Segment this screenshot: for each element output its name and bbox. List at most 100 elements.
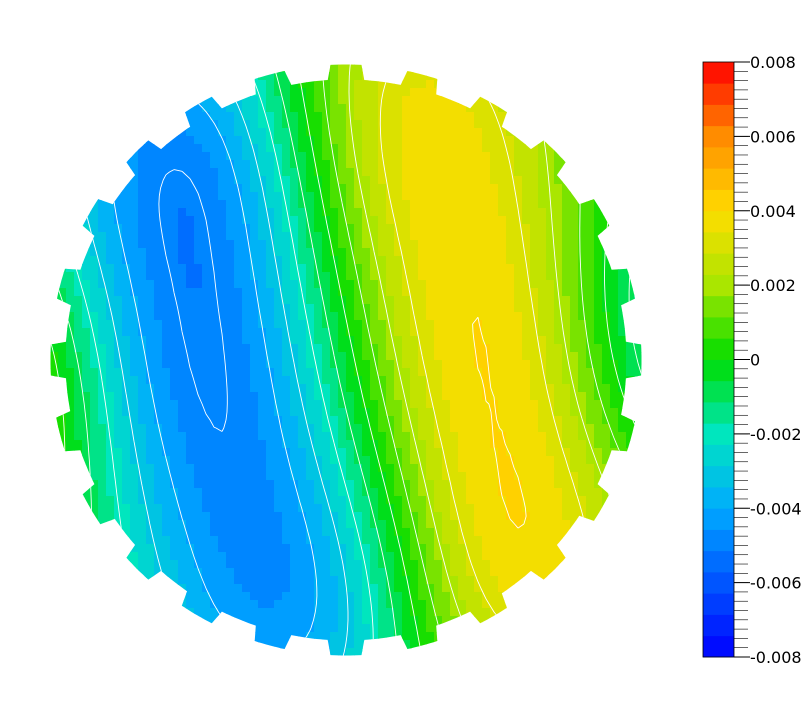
field-cell bbox=[82, 520, 91, 529]
field-cell bbox=[346, 272, 355, 281]
field-cell bbox=[114, 464, 123, 473]
field-cell bbox=[642, 152, 651, 161]
field-cell bbox=[322, 72, 331, 81]
field-cell bbox=[594, 392, 603, 401]
field-cell bbox=[362, 296, 371, 305]
field-cell bbox=[474, 160, 483, 169]
field-cell bbox=[538, 320, 547, 329]
field-cell bbox=[546, 256, 555, 265]
field-cell bbox=[418, 360, 427, 369]
field-cell bbox=[538, 384, 547, 393]
field-cell bbox=[282, 464, 291, 473]
field-cell bbox=[570, 488, 579, 497]
field-cell bbox=[618, 80, 627, 89]
field-cell bbox=[98, 232, 107, 241]
field-cell bbox=[322, 496, 331, 505]
field-cell bbox=[402, 184, 411, 193]
field-cell bbox=[602, 112, 611, 121]
field-cell bbox=[442, 168, 451, 177]
field-cell bbox=[474, 192, 483, 201]
field-cell bbox=[122, 408, 131, 417]
field-cell bbox=[386, 336, 395, 345]
field-cell bbox=[602, 336, 611, 345]
field-cell bbox=[90, 208, 99, 217]
field-cell bbox=[106, 368, 115, 377]
field-cell bbox=[298, 544, 307, 553]
field-cell bbox=[338, 176, 347, 185]
field-cell bbox=[562, 568, 571, 577]
field-cell bbox=[194, 72, 203, 81]
field-cell bbox=[426, 296, 435, 305]
field-cell bbox=[618, 160, 627, 169]
field-cell bbox=[498, 456, 507, 465]
field-cell bbox=[426, 368, 435, 377]
field-cell bbox=[194, 104, 203, 113]
field-cell bbox=[642, 96, 651, 105]
field-cell bbox=[618, 440, 627, 449]
field-cell bbox=[50, 504, 51, 513]
field-cell bbox=[610, 528, 619, 537]
field-cell bbox=[282, 120, 291, 129]
field-cell bbox=[386, 296, 395, 305]
field-cell bbox=[138, 344, 147, 353]
field-cell bbox=[394, 256, 403, 265]
field-cell bbox=[74, 544, 83, 553]
field-cell bbox=[106, 568, 115, 577]
field-cell bbox=[346, 136, 355, 145]
field-cell bbox=[586, 536, 595, 545]
field-cell bbox=[490, 376, 499, 385]
field-cell bbox=[178, 72, 187, 81]
field-cell bbox=[498, 264, 507, 273]
field-cell bbox=[138, 552, 147, 561]
field-cell bbox=[450, 224, 459, 233]
field-cell bbox=[354, 296, 363, 305]
field-cell bbox=[466, 352, 475, 361]
field-cell bbox=[282, 368, 291, 377]
field-cell bbox=[586, 520, 595, 529]
field-cell bbox=[90, 400, 99, 409]
field-cell bbox=[378, 224, 387, 233]
field-cell bbox=[114, 264, 123, 273]
field-cell bbox=[250, 432, 259, 441]
field-cell bbox=[354, 264, 363, 273]
field-cell bbox=[450, 560, 459, 569]
field-cell bbox=[578, 496, 587, 505]
field-cell bbox=[466, 504, 475, 513]
field-cell bbox=[418, 448, 427, 457]
field-cell bbox=[162, 256, 171, 265]
field-cell bbox=[218, 432, 227, 441]
field-cell bbox=[114, 136, 123, 145]
field-cell bbox=[378, 448, 387, 457]
field-cell bbox=[458, 128, 467, 137]
field-cell bbox=[418, 200, 427, 209]
field-cell bbox=[498, 168, 507, 177]
field-cell bbox=[114, 296, 123, 305]
field-cell bbox=[394, 528, 403, 537]
field-cell bbox=[146, 168, 155, 177]
field-cell bbox=[50, 208, 51, 217]
field-cell bbox=[610, 352, 619, 361]
field-cell bbox=[306, 408, 315, 417]
field-cell bbox=[146, 288, 155, 297]
field-cell bbox=[386, 176, 395, 185]
field-cell bbox=[218, 456, 227, 465]
field-cell bbox=[114, 312, 123, 321]
field-cell bbox=[306, 456, 315, 465]
field-cell bbox=[266, 544, 275, 553]
field-cell bbox=[442, 456, 451, 465]
field-cell bbox=[210, 240, 219, 249]
field-cell bbox=[210, 392, 219, 401]
field-cell bbox=[258, 192, 267, 201]
field-cell bbox=[522, 88, 531, 97]
field-cell bbox=[338, 304, 347, 313]
field-cell bbox=[90, 72, 99, 81]
field-cell bbox=[186, 64, 195, 73]
field-cell bbox=[290, 408, 299, 417]
field-cell bbox=[610, 64, 619, 65]
field-cell bbox=[570, 504, 579, 513]
field-cell bbox=[242, 448, 251, 457]
field-cell bbox=[218, 568, 227, 577]
field-cell bbox=[50, 536, 59, 545]
field-cell bbox=[514, 304, 523, 313]
field-cell bbox=[474, 208, 483, 217]
